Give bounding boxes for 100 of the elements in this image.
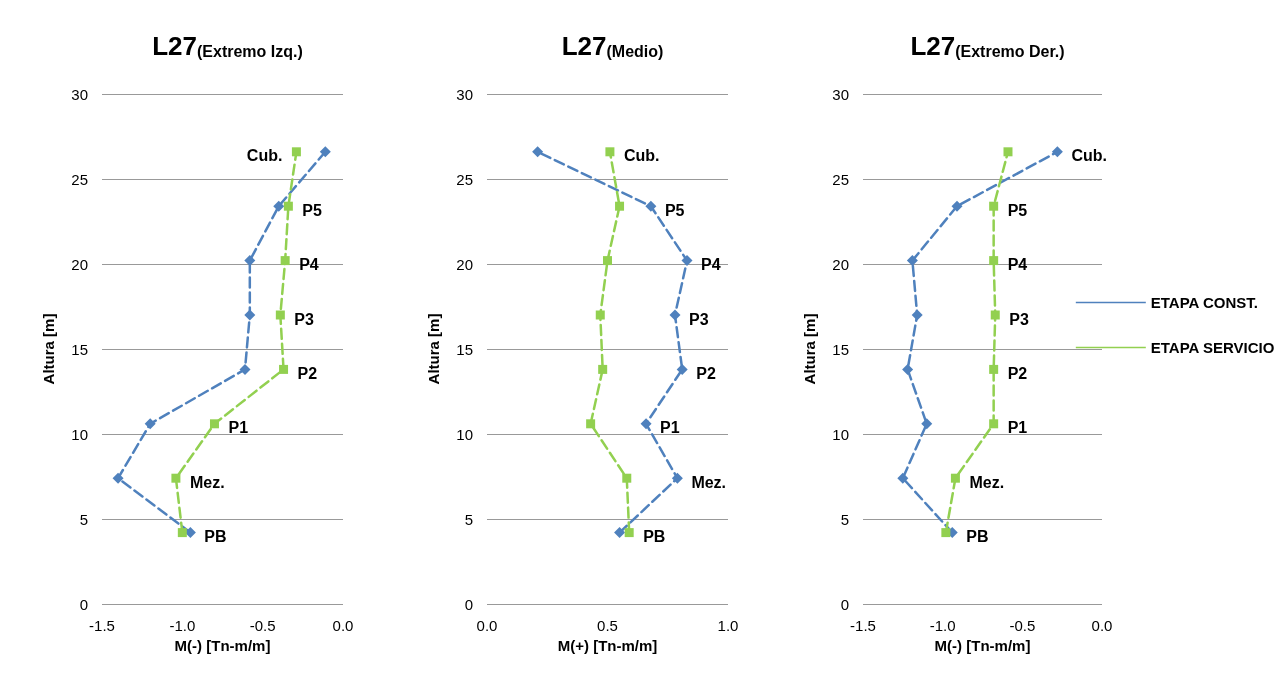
chart-title: L27 [152,31,198,61]
point [989,364,999,374]
x-tick-label: -0.5 [249,617,276,634]
point [669,309,681,321]
annotation: P3 [294,310,315,328]
point [911,309,923,321]
chart-subtitle: (Extremo Izq.) [197,42,303,60]
legend-label: ETAPA SERVICIO [1150,339,1275,356]
point [603,256,612,266]
point [645,200,657,212]
point [586,419,596,429]
annotation: Cub. [623,147,660,165]
annotation: Mez. [189,473,225,491]
x-tick-label: -1.0 [169,617,196,634]
y-tick-label: 20 [832,255,849,273]
y-tick-label: 20 [71,255,88,273]
y-tick-label: 0 [79,595,88,613]
annotation: P2 [696,364,716,382]
x-axis-title: M(-) [Tn-m/m] [934,637,1031,654]
point [950,473,960,483]
x-tick-label: -0.5 [1009,617,1036,634]
point [279,364,289,374]
x-tick-label: 1.0 [717,617,739,634]
y-tick-label: 5 [79,510,88,528]
point [989,419,999,429]
y-tick-label: 0 [840,595,849,613]
y-tick-label: 25 [71,170,88,188]
point [614,527,626,539]
annotation: P3 [1009,310,1029,328]
x-axis-title: M(-) [Tn-m/m] [174,637,271,654]
x-axis-title: M(+) [Tn-m/m] [557,637,658,654]
annotation: P1 [660,419,680,437]
y-axis-title: Altura [m] [801,313,818,385]
chart-subtitle: (Extremo Der.) [955,42,1065,60]
point [291,147,301,157]
annotation: Mez. [691,473,727,491]
point [990,310,1000,320]
point [283,201,293,211]
point [280,256,290,266]
y-tick-label: 20 [456,255,473,273]
legend-label: ETAPA CONST. [1150,294,1259,311]
annotation: P1 [1007,419,1028,437]
annotation: P5 [1007,201,1028,219]
point [921,418,933,430]
point [144,418,156,430]
point [319,146,331,158]
annotation: PB [204,528,227,546]
y-tick-label: 30 [456,85,473,103]
y-tick-label: 5 [840,510,849,528]
annotation: P2 [297,364,318,382]
y-tick-label: 0 [464,595,473,613]
point [906,255,918,267]
point [622,473,632,483]
y-axis-title: Altura [m] [40,313,57,385]
point [951,200,963,212]
y-tick-label: 15 [71,340,88,358]
chart-title: L27 [561,31,607,61]
point [244,309,256,321]
x-tick-label: 0.0 [1091,617,1113,634]
y-tick-label: 15 [456,340,473,358]
point [989,256,999,266]
annotation: P5 [664,201,685,219]
point [275,310,285,320]
point [532,146,544,158]
annotation: P2 [1007,364,1028,382]
y-axis-title: Altura [m] [425,313,442,385]
point [177,528,187,538]
x-tick-label: 0.5 [597,617,618,634]
point [239,363,251,375]
y-tick-label: 15 [832,340,849,358]
annotation: Cub. [246,147,283,165]
point [989,201,999,211]
annotation: P5 [302,201,323,219]
point [595,310,605,320]
annotation: Cub. [1071,147,1107,165]
annotation: P4 [1007,256,1028,274]
point [171,473,181,483]
point [624,528,634,538]
x-tick-label: -1.5 [89,617,115,634]
y-tick-label: 10 [71,425,88,443]
point [1003,147,1013,157]
x-tick-label: -1.5 [850,617,876,634]
annotation: Mez. [969,473,1005,491]
annotation: PB [966,528,989,546]
point [605,147,615,157]
y-tick-label: 25 [832,170,849,188]
y-tick-label: 30 [71,85,88,103]
annotation: PB [643,528,666,546]
y-tick-label: 10 [456,425,473,443]
point [1051,146,1063,158]
point [273,200,285,212]
annotation: P4 [701,256,721,274]
point [902,363,914,375]
x-tick-label: -1.0 [929,617,956,634]
point [681,255,693,267]
x-tick-label: 0.0 [476,617,498,634]
point [112,472,124,484]
y-tick-label: 25 [456,170,473,188]
annotation: P1 [228,419,249,437]
point [615,201,625,211]
